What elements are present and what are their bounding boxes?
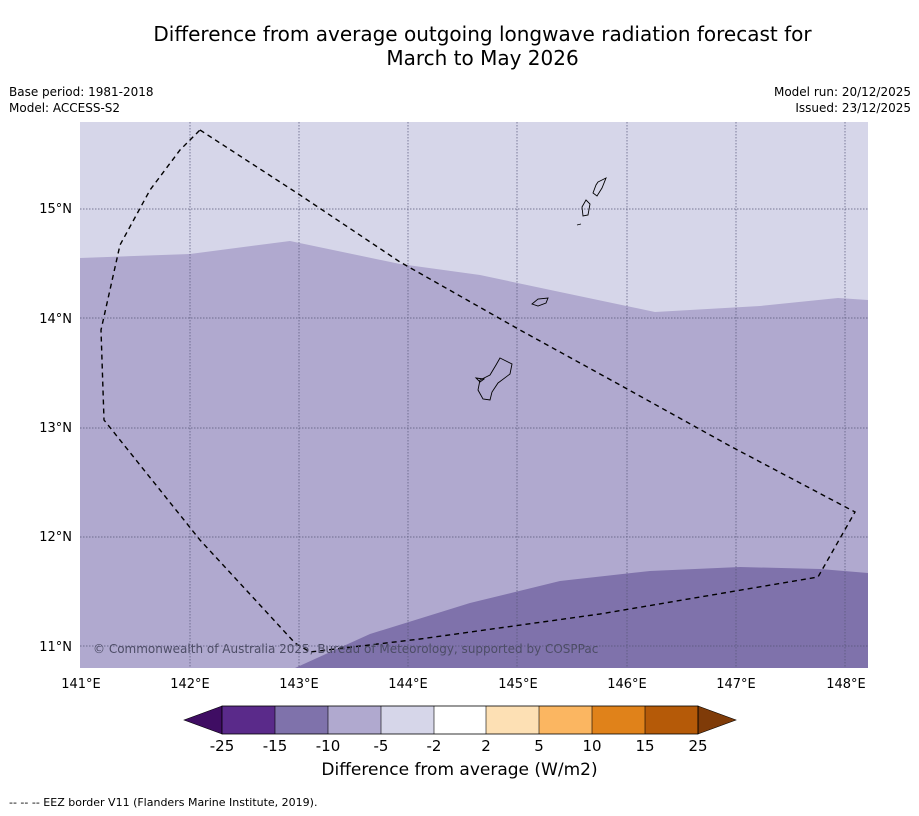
footer-eez-note: -- -- -- EEZ border V11 (Flanders Marine… <box>9 796 318 809</box>
lat-tick-11: 11°N <box>39 640 72 655</box>
colorbar-arrow-high <box>697 705 737 735</box>
issued-text: Issued: 23/12/2025 <box>795 101 911 115</box>
title-line-2: March to May 2026 <box>386 46 579 70</box>
lat-tick-13: 13°N <box>39 421 72 436</box>
longitude-tick-labels: 141°E 142°E 143°E 144°E 145°E 146°E 147°… <box>61 677 866 692</box>
colorbar-segment-minus25-minus15 <box>222 706 275 734</box>
colorbar: -25 -15 -10 -5 -2 2 5 10 15 25 <box>183 705 737 755</box>
lat-tick-15: 15°N <box>39 202 72 217</box>
colorbar-segment-minus2-2 <box>434 706 486 734</box>
colorbar-title-text: Difference from average (W/m2) <box>321 760 598 780</box>
lon-tick-145: 145°E <box>498 677 538 692</box>
colorbar-arrow-low <box>183 705 223 735</box>
title-line-1: Difference from average outgoing longwav… <box>153 22 812 46</box>
anomaly-region-minus10-minus5 <box>80 241 868 668</box>
graticule <box>80 122 868 668</box>
lon-tick-143: 143°E <box>279 677 319 692</box>
cb-label-minus2: -2 <box>427 737 442 755</box>
colorbar-segment-5-10 <box>539 706 592 734</box>
map-plot-area <box>80 122 868 668</box>
rota-island <box>531 297 549 307</box>
tinian-island <box>581 199 591 217</box>
cb-label-15: 15 <box>635 737 654 755</box>
cb-label-minus25: -25 <box>210 737 235 755</box>
cb-label-25: 25 <box>688 737 707 755</box>
cb-label-minus10: -10 <box>316 737 341 755</box>
colorbar-outline <box>221 705 699 735</box>
lon-tick-147: 147°E <box>716 677 756 692</box>
model-text: Model: ACCESS-S2 <box>9 101 121 115</box>
lon-tick-141: 141°E <box>61 677 101 692</box>
lon-tick-144: 144°E <box>388 677 428 692</box>
metadata-right: Model run: 20/12/2025 Issued: 23/12/2025 <box>774 84 911 116</box>
metadata-left: Base period: 1981-2018 Model: ACCESS-S2 <box>9 84 154 116</box>
guam-island-west <box>474 377 486 383</box>
copyright-text: © Commonwealth of Australia 2025, Bureau… <box>93 642 598 656</box>
lon-tick-148: 148°E <box>826 677 866 692</box>
saipan-island <box>592 177 607 197</box>
cb-label-5: 5 <box>534 737 544 755</box>
colorbar-title: Difference from average (W/m2) <box>0 760 919 780</box>
cb-label-10: 10 <box>582 737 601 755</box>
cb-label-minus5: -5 <box>374 737 389 755</box>
cb-label-minus15: -15 <box>263 737 288 755</box>
colorbar-segment-15-25 <box>645 706 698 734</box>
model-run-text: Model run: 20/12/2025 <box>773 85 911 99</box>
aguijan-islet <box>576 223 582 226</box>
colorbar-segment-minus10-minus5 <box>328 706 381 734</box>
lat-tick-14: 14°N <box>39 312 72 327</box>
lon-tick-142: 142°E <box>170 677 210 692</box>
colorbar-segment-2-5 <box>486 706 539 734</box>
base-period-text: Base period: 1981-2018 <box>9 85 154 99</box>
lon-tick-146: 146°E <box>607 677 647 692</box>
latitude-tick-labels: 15°N 14°N 13°N 12°N 11°N <box>39 202 72 655</box>
colorbar-segment-10-15 <box>592 706 645 734</box>
colorbar-segment-minus15-minus10 <box>275 706 328 734</box>
colorbar-tick-labels: -25 -15 -10 -5 -2 2 5 10 15 25 <box>210 737 708 755</box>
chart-title: Difference from average outgoing longwav… <box>0 22 919 70</box>
cb-label-2: 2 <box>481 737 491 755</box>
colorbar-segment-minus5-minus2 <box>381 706 434 734</box>
lat-tick-12: 12°N <box>39 530 72 545</box>
guam-island <box>477 357 513 401</box>
islands <box>474 177 607 401</box>
eez-border <box>100 129 856 653</box>
